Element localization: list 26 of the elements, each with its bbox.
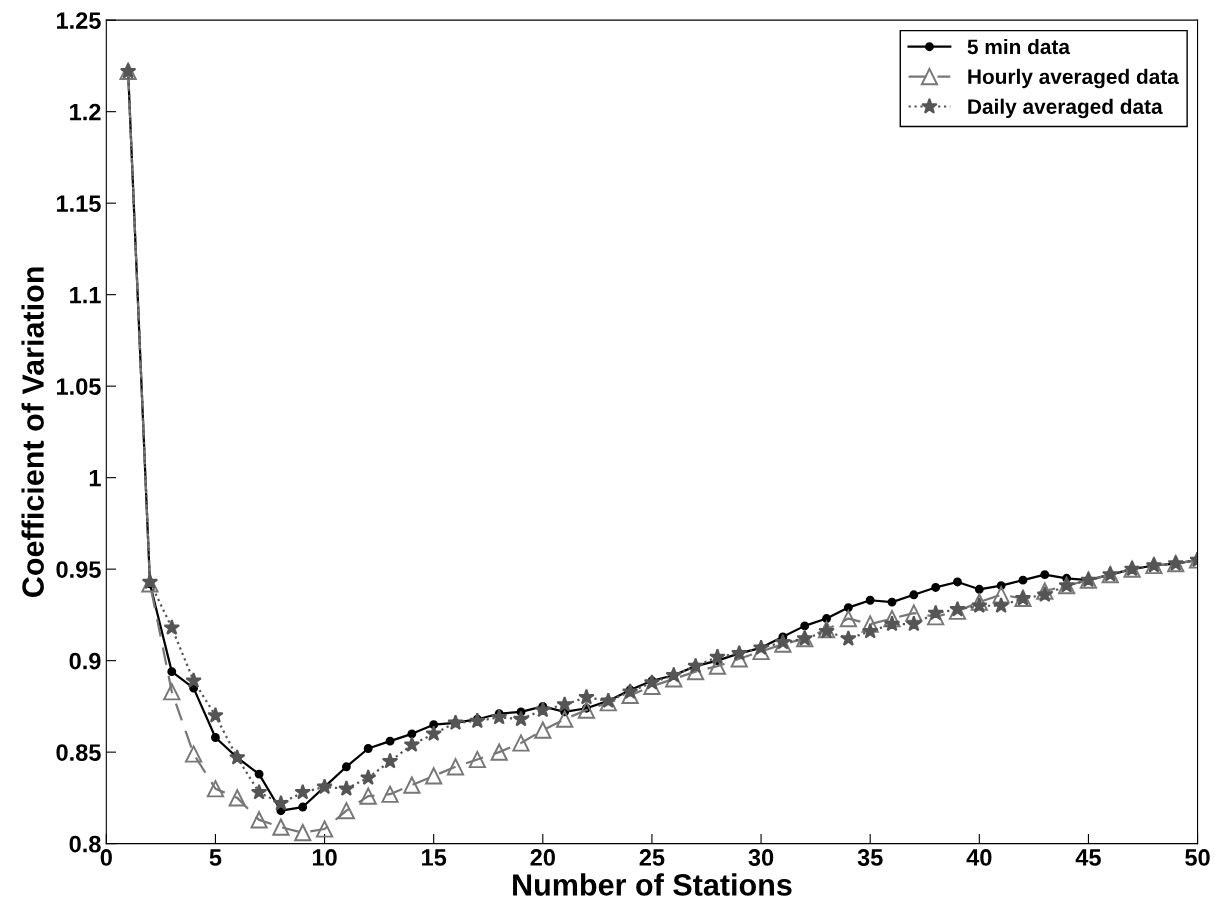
legend-label: Hourly averaged data — [968, 68, 1179, 89]
y-tick-label: 1.05 — [56, 378, 101, 395]
y-tick-label: 1.15 — [56, 195, 101, 212]
y-tick-label: 0.95 — [56, 561, 101, 578]
x-axis-title: Number of Stations — [513, 873, 792, 896]
x-tick-label: 10 — [312, 849, 337, 866]
x-tick-label: 25 — [639, 849, 665, 866]
x-tick-label: 50 — [1185, 849, 1210, 866]
y-tick-label: 1 — [89, 469, 101, 487]
x-tick-label: 35 — [857, 849, 883, 866]
y-tick-label: 0.85 — [56, 744, 101, 761]
x-tick-label: 5 — [209, 849, 222, 866]
y-tick-label: 0.9 — [69, 652, 101, 670]
y-tick-label: 1.2 — [70, 103, 101, 121]
x-tick-label: 15 — [422, 849, 447, 866]
y-axis-title: Coefficient of Variation — [21, 267, 44, 598]
x-tick-label: 30 — [748, 849, 774, 866]
x-tick-label: 40 — [966, 849, 992, 866]
legend-label: 5 min data — [967, 38, 1071, 55]
legend-label: Daily averaged data — [968, 98, 1163, 119]
y-tick-label: 0.8 — [69, 835, 101, 853]
x-tick-label: 45 — [1075, 849, 1101, 866]
x-tick-label: 20 — [530, 849, 555, 866]
x-tick-label: 0 — [100, 849, 112, 866]
y-tick-label: 1.1 — [70, 286, 101, 304]
y-tick-label: 1.25 — [56, 12, 101, 29]
